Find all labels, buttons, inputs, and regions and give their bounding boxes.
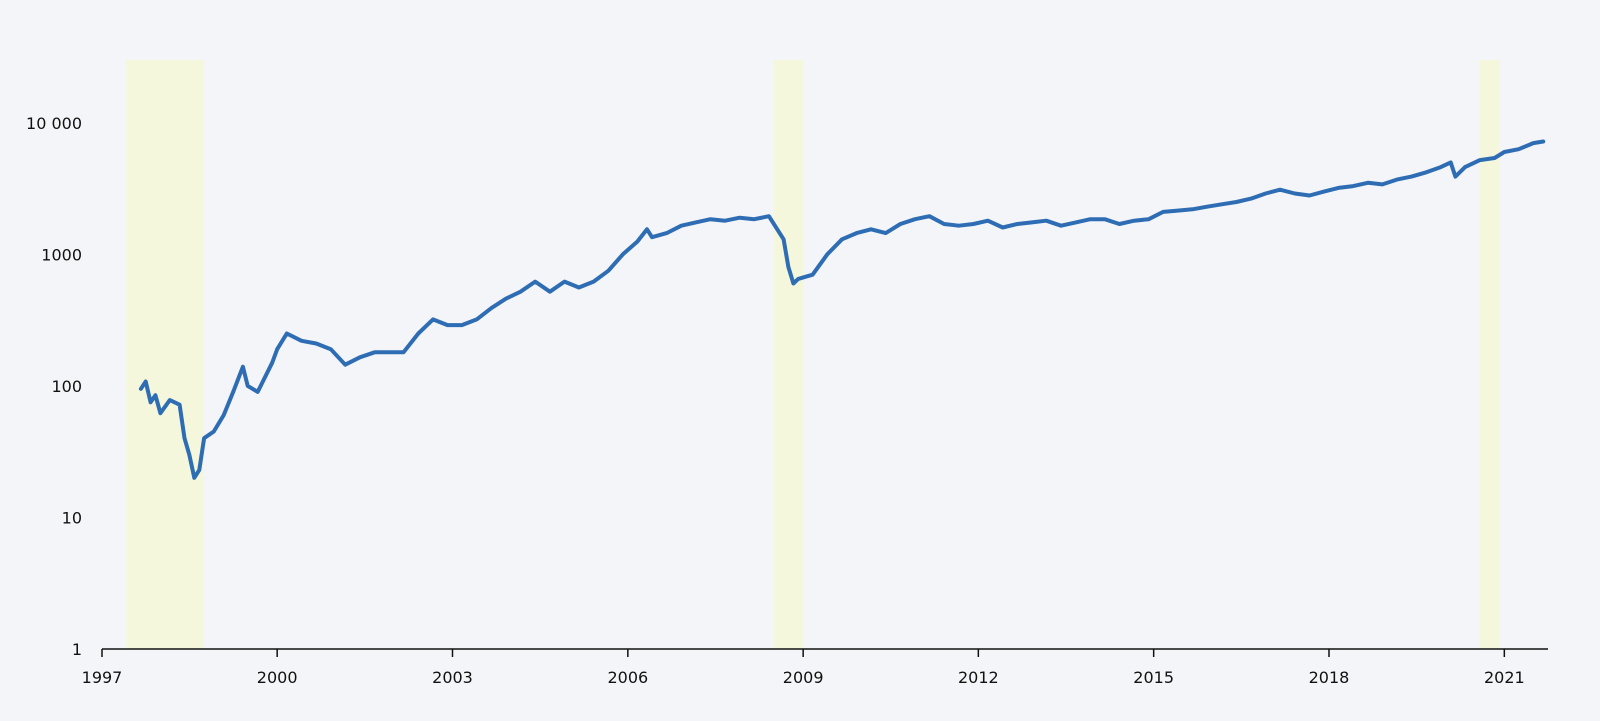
x-tick-label: 2000 (257, 668, 298, 687)
y-tick-label: 10 000 (26, 114, 82, 133)
series-line-1 (138, 139, 1546, 480)
axes: 1997 2000 2003 2006 2009 2012 2015 2018 2021 1 10 1… (26, 114, 1548, 687)
x-tick-label: 2015 (1133, 668, 1174, 687)
x-tick-label: 2018 (1309, 668, 1350, 687)
y-tick-label: 10 (62, 508, 82, 527)
shaded-periods (126, 60, 1500, 649)
y-tick-label: 100 (51, 377, 82, 396)
x-tick-label: 2012 (958, 668, 999, 687)
x-tick-label: 2009 (783, 668, 824, 687)
shaded-period-3 (1479, 60, 1500, 649)
y-tick-label: 1 (72, 640, 82, 659)
shaded-period-2 (773, 60, 804, 649)
shaded-period-1 (126, 60, 205, 649)
x-tick-label: 2021 (1484, 668, 1525, 687)
series-layer (138, 139, 1546, 480)
y-tick-label: 1000 (41, 245, 82, 264)
x-tick-label: 2006 (607, 668, 648, 687)
x-tick-label: 1997 (82, 668, 123, 687)
x-tick-label: 2003 (432, 668, 473, 687)
